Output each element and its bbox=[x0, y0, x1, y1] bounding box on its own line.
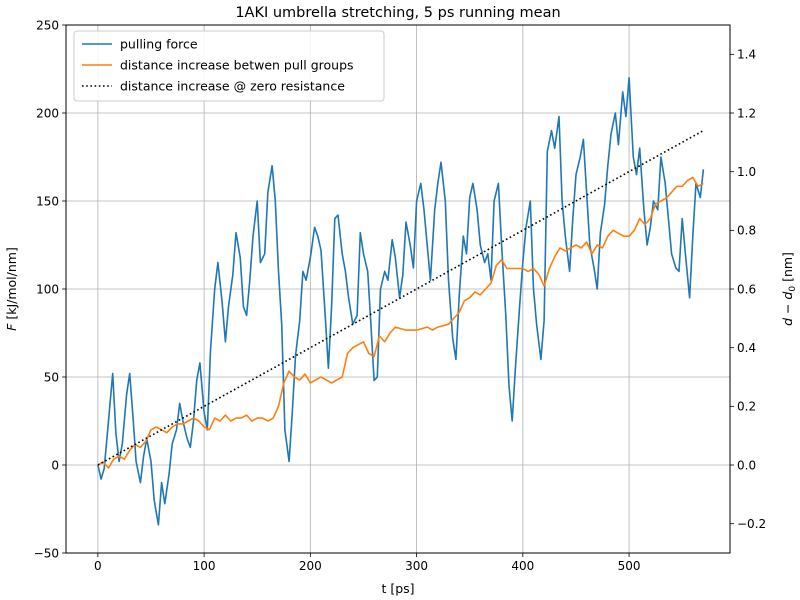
y-right-tick-label: 1.0 bbox=[737, 165, 756, 179]
x-tick-label: 500 bbox=[618, 559, 641, 573]
y-left-tick-label: 100 bbox=[36, 282, 59, 296]
y-axis-left-label: F [kJ/mol/nm] bbox=[4, 247, 19, 331]
y-axis-right-label: d − d0 [nm] bbox=[780, 252, 798, 326]
y-left-tick-label: 150 bbox=[36, 194, 59, 208]
x-axis-label: t [ps] bbox=[381, 581, 414, 596]
x-tick-label: 300 bbox=[405, 559, 428, 573]
y-left-tick-label: 50 bbox=[44, 370, 59, 384]
y-right-tick-label: 0.8 bbox=[737, 224, 756, 238]
y-left-tick-label: 0 bbox=[51, 458, 59, 472]
legend-label-1: distance increase betwen pull groups bbox=[120, 58, 354, 73]
x-tick-label: 400 bbox=[511, 559, 534, 573]
y-right-tick-label: 0.6 bbox=[737, 282, 756, 296]
x-tick-label: 0 bbox=[94, 559, 102, 573]
x-tick-label: 100 bbox=[193, 559, 216, 573]
series-line-1 bbox=[97, 176, 704, 469]
legend-label-0: pulling force bbox=[120, 37, 198, 52]
y-axis-right: −0.2 0.0 0.2 0.4 0.6 0.8 1.0 1.2 1.4 bbox=[730, 48, 766, 531]
y-right-tick-label: 0.0 bbox=[737, 458, 756, 472]
x-tick-label: 200 bbox=[299, 559, 322, 573]
y-left-tick-label: 250 bbox=[36, 18, 59, 32]
y-right-tick-label: 0.4 bbox=[737, 341, 756, 355]
series-line-2 bbox=[97, 129, 704, 466]
y-axis-left: −50 0 50 100 150 200 250 bbox=[34, 18, 66, 560]
legend-box bbox=[73, 30, 385, 102]
y-right-tick-label: 1.2 bbox=[737, 106, 756, 120]
legend: pulling force distance increase betwen pu… bbox=[73, 30, 385, 102]
x-axis: 0 100 200 300 400 500 bbox=[94, 553, 641, 573]
chart-title: 1AKI umbrella stretching, 5 ps running m… bbox=[235, 5, 560, 21]
series-layer bbox=[97, 77, 705, 526]
legend-label-2: distance increase @ zero resistance bbox=[120, 79, 345, 94]
y-right-tick-label: 1.4 bbox=[737, 48, 756, 62]
series-line-0 bbox=[97, 77, 705, 526]
y-right-tick-label: −0.2 bbox=[737, 517, 766, 531]
y-left-tick-label: 200 bbox=[36, 106, 59, 120]
y-right-tick-label: 0.2 bbox=[737, 400, 756, 414]
y-left-tick-label: −50 bbox=[34, 546, 59, 560]
